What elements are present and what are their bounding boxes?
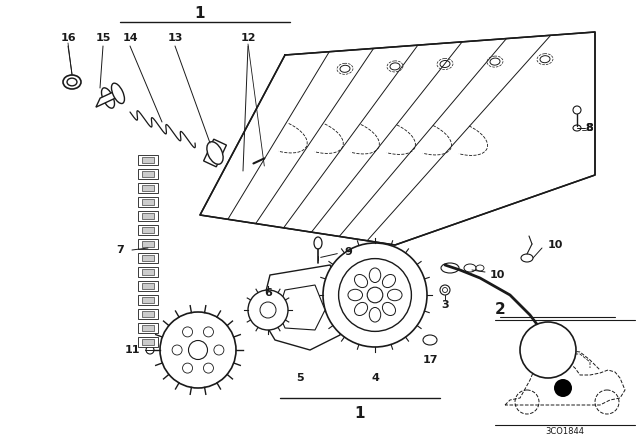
Text: 6: 6 (264, 288, 272, 298)
Bar (138, 281, 158, 291)
Circle shape (554, 379, 572, 397)
Bar (138, 323, 158, 333)
Text: 8: 8 (585, 123, 593, 133)
Ellipse shape (521, 254, 533, 262)
Circle shape (520, 322, 576, 378)
Ellipse shape (241, 160, 255, 172)
Bar (142, 325, 154, 331)
Circle shape (248, 290, 288, 330)
Text: 10: 10 (490, 270, 505, 280)
Bar (142, 241, 154, 247)
Ellipse shape (146, 346, 154, 354)
Circle shape (172, 345, 182, 355)
Text: 13: 13 (167, 33, 182, 43)
Ellipse shape (390, 63, 400, 70)
Text: 1: 1 (195, 7, 205, 22)
Polygon shape (260, 265, 345, 350)
Text: 10: 10 (547, 240, 563, 250)
Circle shape (339, 258, 412, 332)
Ellipse shape (540, 56, 550, 63)
Text: 11: 11 (124, 345, 140, 355)
Bar (138, 169, 158, 179)
Text: 7: 7 (116, 245, 124, 255)
Bar (142, 185, 154, 191)
Bar (142, 255, 154, 261)
Text: 8: 8 (585, 123, 593, 133)
Ellipse shape (442, 288, 447, 293)
Bar (142, 213, 154, 219)
Circle shape (323, 243, 427, 347)
Ellipse shape (102, 88, 115, 108)
Ellipse shape (440, 60, 450, 68)
Circle shape (182, 363, 193, 373)
Text: 17: 17 (422, 355, 438, 365)
Bar (142, 269, 154, 275)
Ellipse shape (464, 264, 476, 272)
Ellipse shape (314, 237, 322, 249)
Bar (142, 339, 154, 345)
Circle shape (182, 327, 193, 337)
Bar (138, 253, 158, 263)
Bar (142, 171, 154, 177)
Text: 15: 15 (95, 33, 111, 43)
Text: 9: 9 (344, 247, 352, 257)
Ellipse shape (348, 289, 362, 301)
Circle shape (160, 312, 236, 388)
Bar (138, 295, 158, 305)
Ellipse shape (476, 265, 484, 271)
Bar (142, 199, 154, 205)
Bar (138, 239, 158, 249)
Bar (138, 337, 158, 347)
Bar (142, 283, 154, 289)
Bar (138, 211, 158, 221)
Ellipse shape (387, 289, 402, 301)
Circle shape (189, 340, 207, 359)
Ellipse shape (440, 285, 450, 295)
Ellipse shape (369, 268, 381, 283)
Ellipse shape (355, 275, 367, 288)
Circle shape (260, 302, 276, 318)
Text: 3: 3 (441, 300, 449, 310)
Ellipse shape (207, 142, 223, 164)
Ellipse shape (111, 83, 124, 103)
Ellipse shape (383, 302, 396, 315)
Ellipse shape (423, 335, 437, 345)
Bar (138, 225, 158, 235)
Bar (138, 309, 158, 319)
Polygon shape (200, 32, 595, 245)
Ellipse shape (573, 125, 581, 131)
Bar (142, 297, 154, 303)
Ellipse shape (369, 307, 381, 322)
Ellipse shape (340, 65, 350, 72)
Bar (138, 197, 158, 207)
Bar (142, 157, 154, 163)
Polygon shape (278, 285, 325, 330)
Text: 5: 5 (296, 373, 304, 383)
Ellipse shape (262, 155, 270, 160)
Polygon shape (204, 139, 227, 167)
Ellipse shape (355, 302, 367, 315)
Bar (138, 183, 158, 193)
Bar (138, 155, 158, 165)
Ellipse shape (573, 106, 581, 114)
Bar (138, 267, 158, 277)
Circle shape (367, 287, 383, 303)
Text: 14: 14 (122, 33, 138, 43)
Ellipse shape (441, 263, 459, 273)
Text: 12: 12 (240, 33, 256, 43)
Circle shape (214, 345, 224, 355)
Text: 2: 2 (495, 302, 506, 318)
Bar (142, 311, 154, 317)
Polygon shape (96, 89, 120, 107)
Text: 4: 4 (371, 373, 379, 383)
Bar (142, 227, 154, 233)
Circle shape (204, 327, 214, 337)
Text: 1: 1 (355, 405, 365, 421)
Circle shape (204, 363, 214, 373)
Text: 3CO1844: 3CO1844 (545, 427, 584, 436)
Text: 16: 16 (60, 33, 76, 43)
Ellipse shape (383, 275, 396, 288)
Ellipse shape (490, 58, 500, 65)
